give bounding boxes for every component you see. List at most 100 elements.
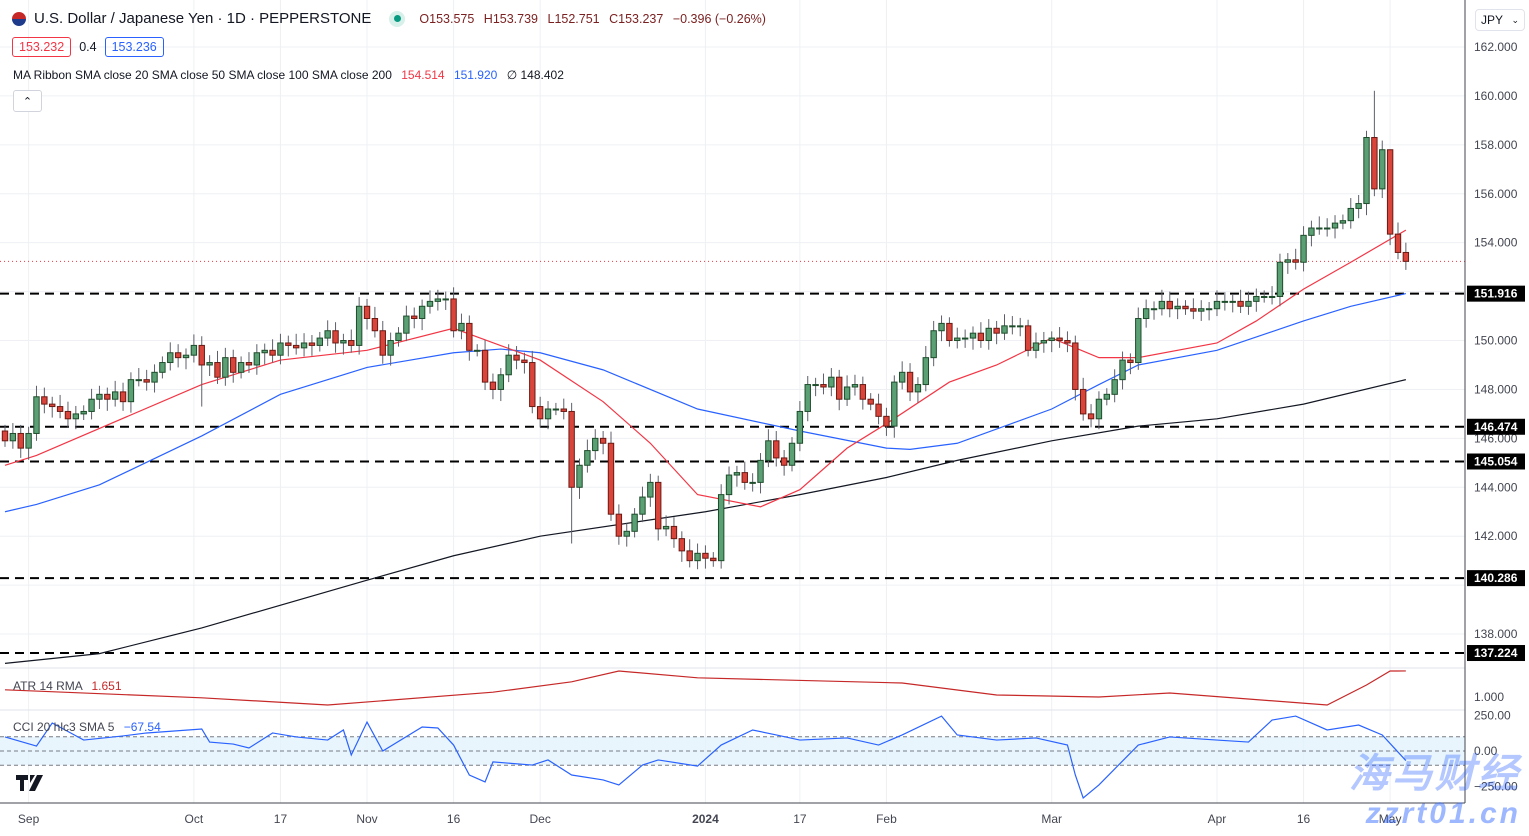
candle — [466, 315, 473, 361]
candle-body — [1355, 203, 1362, 209]
cci-label: CCI 20 hlc3 SMA 5 — [13, 720, 115, 734]
candle — [521, 352, 528, 374]
symbol-title[interactable]: U.S. Dollar / Japanese Yen · 1D · PEPPER… — [34, 10, 372, 27]
price-tick-label: 158.000 — [1474, 138, 1518, 152]
candle-body — [568, 410, 575, 488]
candle — [536, 396, 544, 428]
price-tick-label: 148.000 — [1474, 382, 1518, 396]
candle — [898, 361, 906, 390]
candle-body — [458, 322, 465, 332]
candle — [33, 385, 40, 441]
candle — [182, 348, 190, 370]
candle-body — [1017, 325, 1024, 328]
tradingview-logo[interactable] — [16, 775, 46, 791]
candle-body — [442, 298, 449, 301]
candle — [411, 307, 418, 329]
level-price-label: 140.286 — [1474, 571, 1518, 585]
candle-body — [922, 357, 929, 386]
candle — [214, 350, 221, 384]
candle — [1331, 215, 1339, 239]
candle-body — [9, 432, 17, 442]
candle-body — [1268, 295, 1276, 298]
candle-body — [1237, 300, 1244, 307]
collapse-legend-button[interactable]: ⌃ — [13, 90, 42, 112]
candle — [930, 320, 937, 367]
candle — [607, 431, 615, 521]
candle — [237, 356, 245, 379]
candle-body — [56, 406, 64, 412]
candle — [1221, 292, 1229, 311]
level-price-label: 137.224 — [1474, 646, 1518, 660]
candle — [773, 431, 780, 467]
candle — [190, 334, 198, 363]
bid-ask: 153.232 0.4 153.236 — [12, 37, 164, 57]
buy-button[interactable]: 153.236 — [104, 37, 164, 57]
candle — [119, 382, 127, 411]
candle-body — [544, 408, 552, 420]
candle — [1009, 316, 1016, 335]
candle — [355, 297, 363, 355]
candle — [96, 385, 103, 410]
candle-body — [780, 457, 788, 466]
currency-selector[interactable]: JPY ⌄ — [1475, 9, 1525, 31]
time-tick-label: 16 — [1297, 812, 1311, 826]
candle — [1363, 130, 1370, 216]
candle — [253, 344, 261, 375]
candle — [1158, 289, 1166, 316]
candle — [340, 333, 347, 355]
candle-body — [576, 464, 583, 488]
candle — [623, 523, 630, 547]
candle-body — [961, 337, 969, 340]
candle — [174, 344, 182, 368]
candle-body — [639, 496, 646, 515]
cci-line — [4, 715, 1407, 800]
candle-body — [96, 393, 103, 400]
ma-ribbon-legend[interactable]: MA Ribbon SMA close 20 SMA close 50 SMA … — [13, 68, 564, 82]
candle — [1276, 253, 1284, 307]
candle — [474, 344, 481, 357]
candle-body — [655, 481, 662, 530]
candle-body — [1347, 207, 1354, 222]
sub-indicators — [4, 670, 1407, 800]
sma20-line — [4, 229, 1407, 508]
candle-body — [1379, 149, 1386, 190]
candle-body — [552, 408, 560, 411]
atr-legend[interactable]: ATR 14 RMA 1.651 — [13, 679, 122, 693]
candle — [1292, 248, 1299, 270]
candle — [269, 339, 276, 363]
sma200-line — [4, 379, 1406, 664]
candle-body — [615, 513, 623, 537]
candle-body — [647, 481, 654, 498]
candle — [592, 429, 599, 460]
cci-legend[interactable]: CCI 20 hlc3 SMA 5 −67.54 — [13, 720, 161, 734]
candle — [961, 329, 969, 348]
candle — [631, 508, 638, 538]
time-tick-label: 16 — [447, 812, 461, 826]
candle-body — [466, 322, 473, 351]
candle — [1119, 351, 1126, 390]
candle-body — [167, 352, 174, 364]
candle-body — [599, 437, 607, 444]
candle-body — [80, 410, 87, 415]
candle-body — [584, 450, 591, 466]
candle — [1166, 291, 1173, 318]
candle — [25, 426, 32, 460]
candle — [1245, 291, 1252, 315]
candle-body — [72, 413, 80, 420]
time-tick-label: Sep — [18, 812, 40, 826]
candle-body — [1308, 227, 1315, 236]
candle — [1182, 300, 1189, 315]
candle-body — [292, 344, 300, 349]
candle-body — [25, 432, 32, 449]
candle-body — [269, 349, 276, 356]
candle — [906, 363, 914, 402]
candle-body — [230, 357, 237, 373]
candle-body — [371, 318, 379, 332]
candle-body — [749, 481, 756, 484]
candle-body — [1339, 220, 1347, 224]
sell-button[interactable]: 153.232 — [12, 37, 72, 57]
candle — [891, 375, 898, 438]
candle — [1135, 307, 1142, 370]
candle-body — [804, 384, 811, 412]
